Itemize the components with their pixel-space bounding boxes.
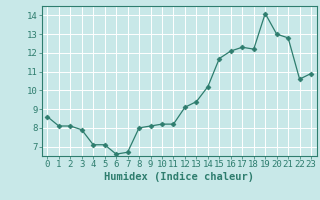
- X-axis label: Humidex (Indice chaleur): Humidex (Indice chaleur): [104, 172, 254, 182]
